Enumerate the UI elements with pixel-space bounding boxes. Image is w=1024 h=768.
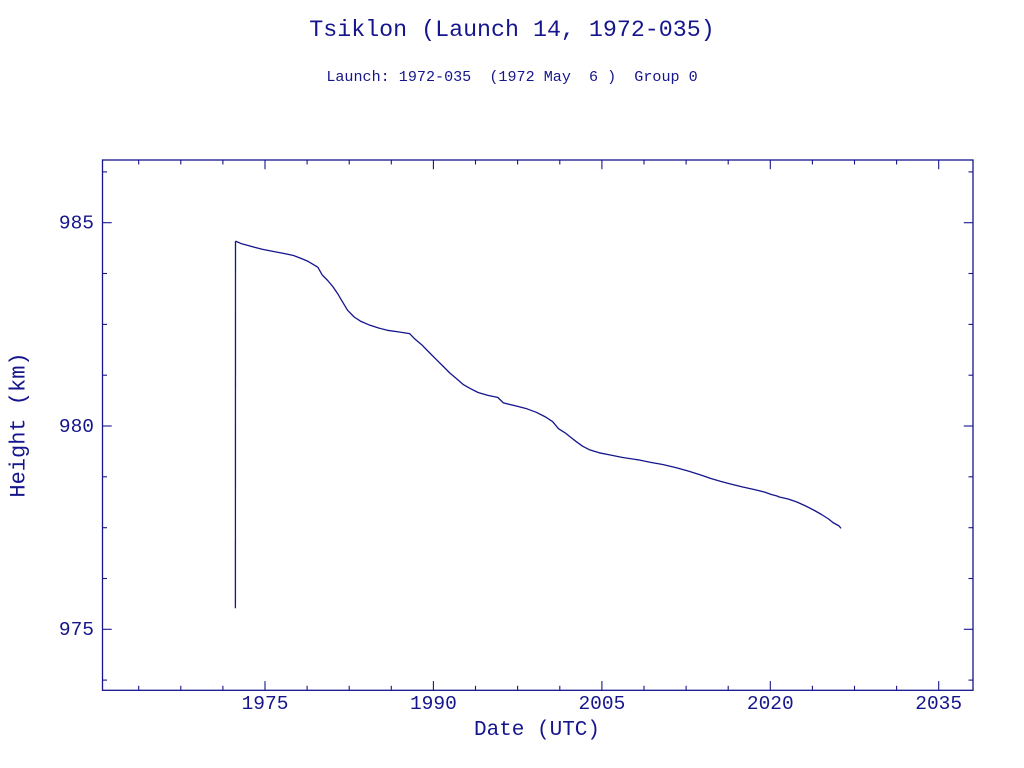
svg-text:Date (UTC): Date (UTC) <box>474 719 600 742</box>
svg-text:Height (km): Height (km) <box>7 352 32 497</box>
svg-text:985: 985 <box>59 213 94 235</box>
svg-text:2035: 2035 <box>915 693 962 715</box>
svg-text:1990: 1990 <box>410 693 457 715</box>
svg-text:1975: 1975 <box>242 693 289 715</box>
svg-text:Launch: 1972-035 (1972 May 6: Launch: 1972-035 (1972 May 6 ) Group 0 <box>326 68 697 86</box>
svg-text:2005: 2005 <box>578 693 625 715</box>
svg-text:Tsiklon (Launch 14, 1972-035): Tsiklon (Launch 14, 1972-035) <box>309 17 714 43</box>
svg-text:975: 975 <box>59 619 94 641</box>
svg-text:2020: 2020 <box>747 693 794 715</box>
svg-text:980: 980 <box>59 416 94 438</box>
